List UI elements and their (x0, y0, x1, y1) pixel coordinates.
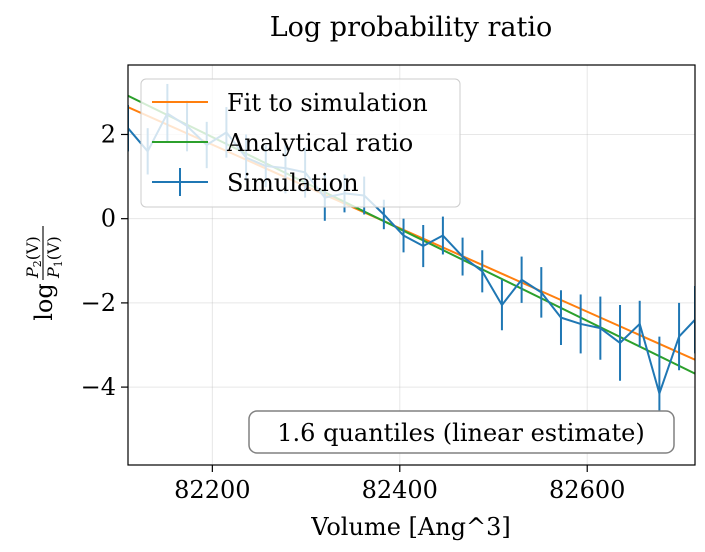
y-tick-label: −4 (81, 373, 116, 401)
annotation-frame (248, 410, 675, 454)
x-tick-label: 82600 (549, 476, 625, 504)
y-axis-label-denominator: P1(V) (44, 236, 65, 279)
annotation-text: 1.6 quantiles (linear estimate) (277, 419, 644, 447)
y-tick-label: 2 (101, 120, 116, 148)
legend-box (140, 78, 461, 208)
legend-simulation-label: Simulation (227, 169, 359, 197)
y-axis-ticks: 2 0 −2 −4 (81, 120, 128, 401)
y-tick-label: 0 (101, 205, 116, 233)
plot-frame (127, 64, 696, 466)
x-tick-label: 82200 (174, 476, 250, 504)
x-axis-label: Volume [Ang^3] (310, 513, 511, 541)
y-tick-label: −2 (81, 289, 116, 317)
chart-title: Log probability ratio (270, 12, 553, 43)
y-axis-label-numerator: P2(V) (23, 236, 44, 279)
legend-analytical-label: Analytical ratio (226, 129, 413, 157)
legend-fit-label: Fit to simulation (227, 89, 428, 117)
x-axis-ticks: 82200 82400 82600 (174, 465, 625, 504)
y-axis-label: log P2(V) P1(V) (23, 226, 65, 321)
y-axis-label-log: log (30, 283, 58, 321)
annotation-box: 1.6 quantiles (linear estimate) (248, 410, 675, 454)
legend: Fit to simulation Analytical ratio Simul… (140, 78, 461, 208)
x-tick-label: 82400 (362, 476, 438, 504)
